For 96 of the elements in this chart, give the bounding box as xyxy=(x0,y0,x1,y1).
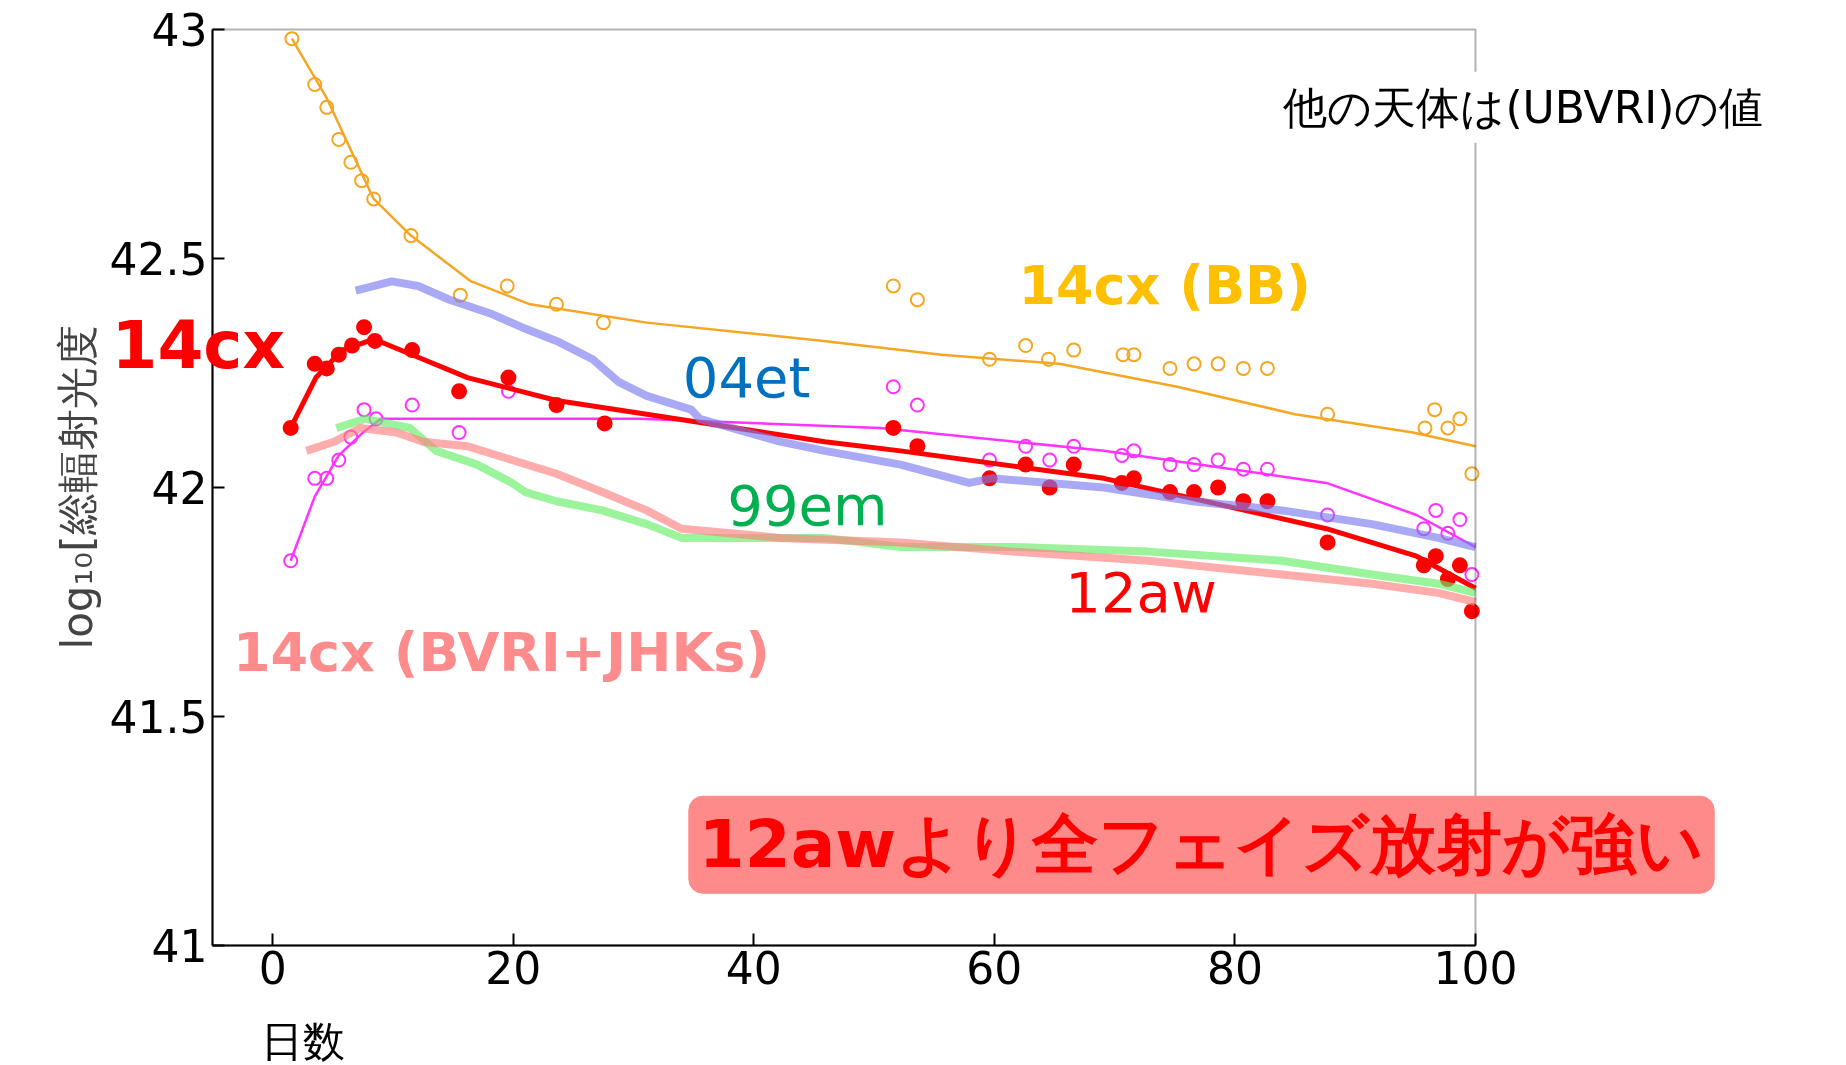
point xyxy=(331,452,347,468)
point xyxy=(1210,452,1226,468)
point xyxy=(319,470,335,486)
point xyxy=(982,452,998,468)
point xyxy=(1186,356,1202,372)
point xyxy=(331,131,347,147)
point xyxy=(307,470,323,486)
point xyxy=(1041,479,1058,496)
series-label: 12aw xyxy=(1065,560,1217,626)
point xyxy=(1126,443,1142,459)
point xyxy=(909,292,925,308)
point xyxy=(1235,461,1251,477)
point xyxy=(404,397,420,413)
point xyxy=(1066,438,1082,454)
annotation: 他の天体は(UBVRI)の値 xyxy=(1283,81,1764,133)
point xyxy=(1320,507,1336,523)
point xyxy=(1126,347,1142,363)
point xyxy=(1259,360,1275,376)
point xyxy=(356,402,372,418)
point xyxy=(982,351,998,367)
point xyxy=(1235,493,1252,510)
series-label: 99em xyxy=(727,473,888,539)
point xyxy=(366,191,382,207)
point xyxy=(1417,420,1433,436)
point xyxy=(307,76,323,92)
point xyxy=(356,319,373,336)
x-tick-label: 100 xyxy=(1433,942,1518,994)
point xyxy=(1452,411,1468,427)
y-tick-label: 42.5 xyxy=(109,234,208,285)
point xyxy=(283,553,299,569)
point xyxy=(1464,466,1480,482)
point xyxy=(1115,347,1131,363)
point xyxy=(354,173,370,189)
point xyxy=(1210,479,1227,496)
point xyxy=(1320,406,1336,422)
point xyxy=(1319,534,1336,551)
point xyxy=(1452,512,1468,528)
y-axis-title: log₁₀[総輻射光度 xyxy=(52,325,102,650)
point xyxy=(451,425,467,441)
y-tick-label: 43 xyxy=(151,5,208,56)
point xyxy=(368,411,384,427)
point xyxy=(549,296,565,312)
point xyxy=(1018,338,1034,354)
y-tick-label: 41.5 xyxy=(109,692,208,743)
x-axis-title: 日数 xyxy=(260,1017,345,1065)
series-label: 14cx (BVRI+JHKs) xyxy=(232,620,771,684)
x-tick-label: 40 xyxy=(725,942,782,994)
point xyxy=(885,419,902,436)
point xyxy=(885,379,901,395)
point xyxy=(1040,351,1056,367)
point xyxy=(596,415,613,432)
point xyxy=(1210,356,1226,372)
point xyxy=(1440,420,1456,436)
y-tick-label: 42 xyxy=(151,463,208,514)
point xyxy=(1186,457,1202,473)
point xyxy=(284,31,300,47)
point xyxy=(451,383,468,400)
annotation: 12awより全フェイズ放射が強い xyxy=(698,806,1705,884)
point xyxy=(1065,456,1082,473)
point xyxy=(1428,502,1444,518)
point xyxy=(500,383,516,399)
point xyxy=(1259,493,1276,510)
point xyxy=(595,315,611,331)
point xyxy=(1162,360,1178,376)
point xyxy=(343,429,359,445)
point xyxy=(1463,603,1480,620)
point xyxy=(500,369,517,386)
x-tick-label: 0 xyxy=(258,942,287,994)
point xyxy=(1114,447,1130,463)
point xyxy=(1235,360,1251,376)
point xyxy=(1066,342,1082,358)
x-tick-label: 20 xyxy=(485,942,542,994)
point xyxy=(1427,548,1444,565)
point xyxy=(1416,521,1432,537)
point xyxy=(1440,525,1456,541)
point xyxy=(885,278,901,294)
point xyxy=(1259,461,1275,477)
point xyxy=(1451,557,1468,574)
point xyxy=(1018,438,1034,454)
point xyxy=(343,154,359,170)
point xyxy=(981,470,998,487)
y-tick-label: 41 xyxy=(151,921,208,972)
x-tick-label: 80 xyxy=(1206,942,1263,994)
point xyxy=(499,278,515,294)
point xyxy=(1162,457,1178,473)
point xyxy=(909,397,925,413)
series-label: 04et xyxy=(682,345,811,411)
point xyxy=(403,228,419,244)
point xyxy=(1042,452,1058,468)
point xyxy=(319,99,335,115)
point xyxy=(1427,402,1443,418)
point xyxy=(452,287,468,303)
point xyxy=(1464,567,1480,583)
x-tick-label: 60 xyxy=(966,942,1023,994)
point xyxy=(306,355,323,372)
series-label: 14cx (BB) xyxy=(1018,254,1311,318)
